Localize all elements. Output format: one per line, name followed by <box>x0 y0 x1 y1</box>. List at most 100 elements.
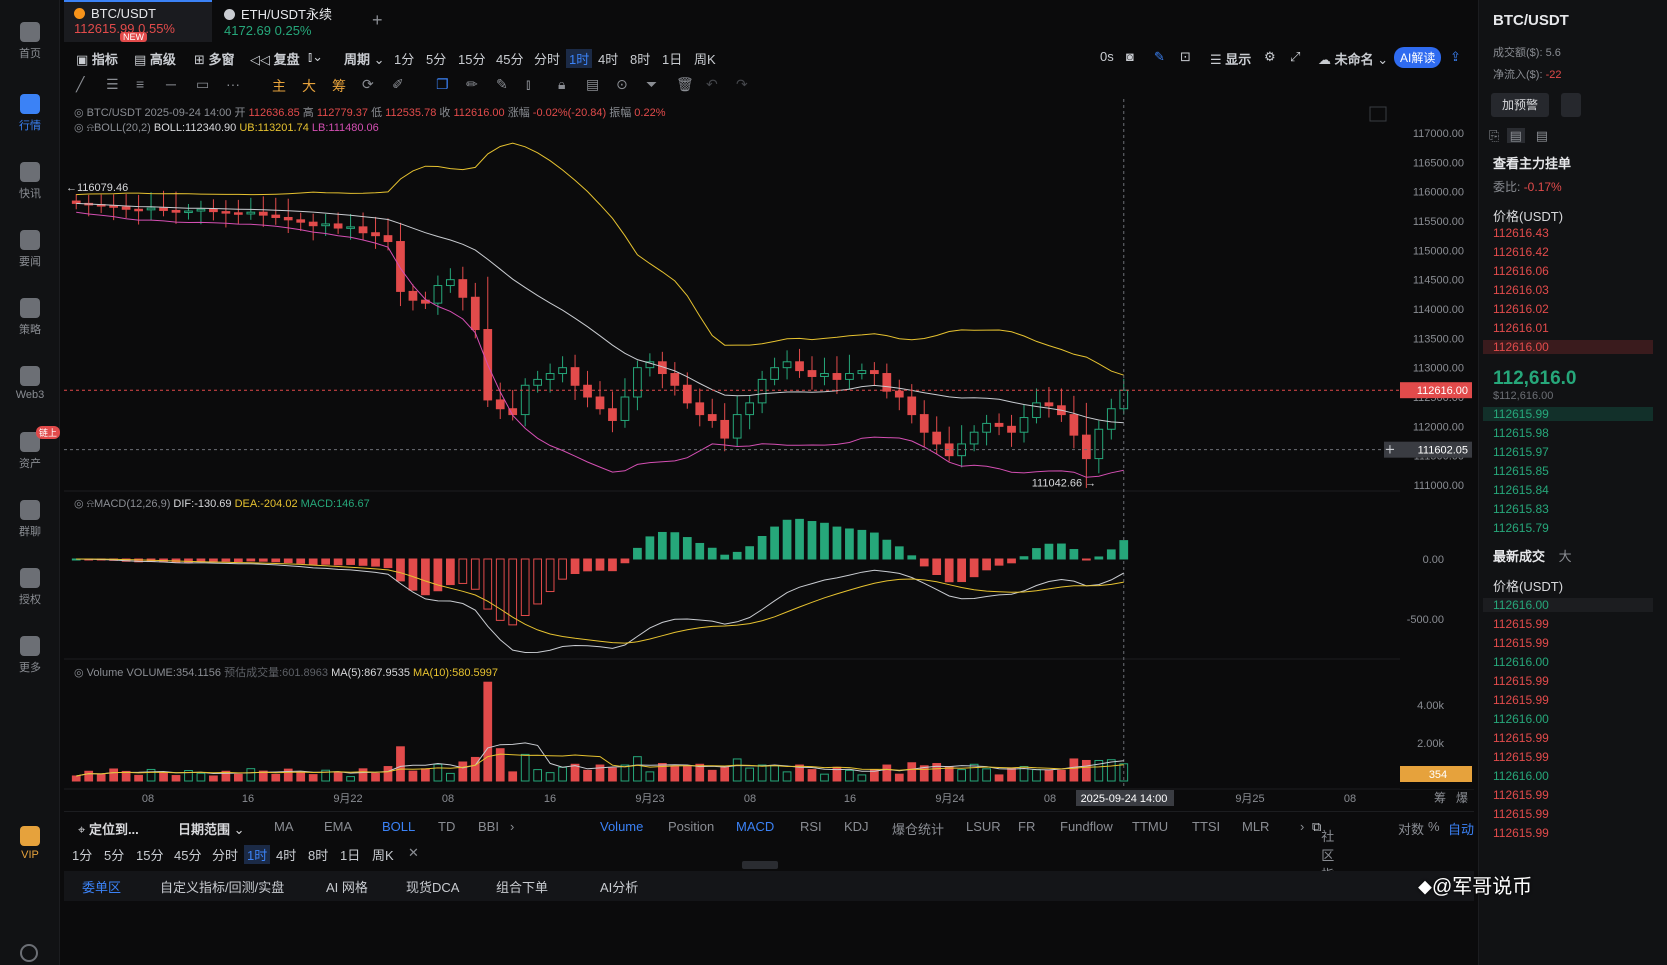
chart-canvas[interactable]: 117000.00 116500.00 116000.00 115500.00 1150… <box>64 99 1474 809</box>
ask-row[interactable]: 112616.42 <box>1493 245 1549 259</box>
bid-row[interactable]: 112615.79 <box>1493 521 1549 535</box>
percent-scale-button[interactable]: % <box>1428 819 1440 834</box>
bottom-interval-0[interactable]: 1分 <box>72 848 93 863</box>
bottom-interval-7[interactable]: 8时 <box>308 848 329 863</box>
bottom-interval-4[interactable]: 分时 <box>212 848 239 863</box>
auto-scale-button[interactable]: 自动 <box>1448 822 1475 837</box>
parallel-lines-icon[interactable]: ☰ <box>106 76 119 92</box>
bottom-interval-2[interactable]: 15分 <box>136 848 164 863</box>
nav-item-4[interactable]: 策略 <box>0 298 60 337</box>
interval-7[interactable]: 8时 <box>630 52 651 67</box>
sub-ind-9[interactable]: TTMU <box>1132 819 1169 834</box>
bid-row[interactable]: 112615.99 <box>1483 407 1653 421</box>
bottom-tab-4[interactable]: 组合下单 <box>496 880 549 895</box>
period-button[interactable]: 周期 ⌄ <box>344 52 385 67</box>
horizontal-line-icon[interactable]: ─ <box>166 76 176 92</box>
bid-row[interactable]: 112615.98 <box>1493 426 1549 440</box>
date-range-button[interactable]: 日期范围 ⌄ <box>178 822 245 837</box>
bid-row[interactable]: 112615.83 <box>1493 502 1549 516</box>
note-icon[interactable]: ▤ <box>586 76 600 92</box>
interval-9[interactable]: 周K <box>694 52 716 67</box>
trash-icon[interactable]: 🗑︎ <box>676 76 694 92</box>
pencil-icon[interactable]: ✎ <box>1154 49 1165 64</box>
sub-ind-7[interactable]: FR <box>1018 819 1036 834</box>
sub-ind-10[interactable]: TTSI <box>1192 819 1221 834</box>
interval-3[interactable]: 45分 <box>496 52 524 67</box>
add-alert-button[interactable]: 加预警 <box>1491 93 1549 117</box>
interval-8[interactable]: 1日 <box>662 52 683 67</box>
bid-row[interactable]: 112615.97 <box>1493 445 1549 459</box>
ask-row[interactable]: 112616.06 <box>1493 264 1549 278</box>
more-tools-icon[interactable]: ··· <box>226 76 240 92</box>
interval-0[interactable]: 1分 <box>394 52 415 67</box>
big-order-button[interactable]: 大 <box>302 78 316 94</box>
main-ind-td[interactable]: TD <box>438 819 456 834</box>
interval-5[interactable]: 1时 <box>566 49 593 68</box>
ask-row[interactable]: 112616.02 <box>1493 302 1549 316</box>
sub-indicator-more-icon[interactable]: › <box>1300 819 1305 834</box>
main-ind-ma[interactable]: MA <box>274 819 294 834</box>
nav-item-9[interactable]: 更多 <box>0 636 60 675</box>
community-indicator-button[interactable]: ⧉ 社区指标 <box>1312 819 1335 901</box>
sub-ind-0[interactable]: Volume <box>600 819 644 834</box>
candle-icon[interactable]: ⫾ <box>526 76 531 92</box>
bottom-interval-9[interactable]: 周K <box>372 848 394 863</box>
bottom-interval-6[interactable]: 4时 <box>276 848 297 863</box>
main-indicator-more-icon[interactable]: › <box>510 819 515 834</box>
bid-row[interactable]: 112615.84 <box>1493 483 1549 497</box>
filter-icon[interactable]: ⏷ <box>646 76 658 92</box>
eraser-icon[interactable]: ✎ <box>496 76 508 92</box>
bottom-interval-3[interactable]: 45分 <box>174 848 202 863</box>
collapse-handle[interactable] <box>742 861 778 869</box>
nav-item-7[interactable]: 群聊 <box>0 500 60 539</box>
main-ind-ema[interactable]: EMA <box>324 819 353 834</box>
share-icon[interactable]: ⇪ <box>1450 49 1461 64</box>
fullscreen-icon[interactable]: ⤢ <box>1290 49 1301 64</box>
replay-button[interactable]: ◁◁ 复盘 <box>250 52 300 67</box>
orderbook-view-icons[interactable]: ⎘ ▤ ▤ <box>1489 128 1549 143</box>
add-tab-icon[interactable]: + <box>372 10 383 30</box>
main-ind-boll[interactable]: BOLL <box>382 819 416 834</box>
channel-icon[interactable]: ≡ <box>136 76 145 92</box>
nav-item-5[interactable]: Web3 <box>0 366 60 401</box>
bottom-interval-5[interactable]: 1时 <box>244 845 271 864</box>
chip-button[interactable]: 筹 <box>332 78 346 94</box>
bottom-interval-8[interactable]: 1日 <box>340 848 361 863</box>
sub-ind-11[interactable]: MLR <box>1242 819 1270 834</box>
nav-item-0[interactable]: 首页 <box>0 22 60 61</box>
ask-row[interactable]: 112616.03 <box>1493 283 1549 297</box>
sub-ind-1[interactable]: Position <box>668 819 715 834</box>
sub-ind-2[interactable]: MACD <box>736 819 775 834</box>
main-force-button[interactable]: 主 <box>272 78 286 94</box>
rectangle-icon[interactable]: ▭ <box>196 76 210 92</box>
chart-area[interactable]: 117000.00 116500.00 116000.00 115500.00 1150… <box>64 99 1474 809</box>
nav-item-2[interactable]: 快讯 <box>0 162 60 201</box>
nav-item-6[interactable]: 资产 链上 <box>0 426 60 471</box>
sub-ind-8[interactable]: Fundflow <box>1060 819 1113 834</box>
ask-row[interactable]: 112616.43 <box>1493 226 1549 240</box>
cycle-icon[interactable]: ⟳ <box>362 76 374 92</box>
lock-icon[interactable]: 🔒︎ <box>558 76 566 92</box>
sub-ind-3[interactable]: RSI <box>800 819 822 834</box>
ask-row[interactable]: 112616.01 <box>1493 321 1549 335</box>
bottom-tab-3[interactable]: 现货DCA <box>406 880 460 895</box>
redo-icon[interactable]: ↷ <box>736 76 748 92</box>
nav-item-1[interactable]: 行情 <box>0 94 60 133</box>
nav-item-3[interactable]: 要闻 <box>0 230 60 269</box>
main-orders-title[interactable]: 查看主力挂单 <box>1493 156 1572 171</box>
magnet-icon[interactable]: ⊙ <box>616 76 628 92</box>
latest-trades-title[interactable]: 最新成交 大 <box>1493 549 1572 564</box>
nav-item-10[interactable]: VIP <box>0 826 60 861</box>
display-button[interactable]: ☰ 显示 <box>1210 52 1252 67</box>
layout-icon[interactable]: ⊡ <box>1180 49 1191 64</box>
tab-eth-usdt[interactable]: ETH/USDT永续 4172.69 0.25% <box>214 0 362 42</box>
sub-ind-5[interactable]: 爆仓统计 <box>892 822 945 837</box>
alert-side-button[interactable] <box>1561 93 1581 117</box>
nav-item-8[interactable]: 授权 <box>0 568 60 607</box>
log-scale-button[interactable]: 对数 <box>1398 822 1425 837</box>
bottom-interval-1[interactable]: 5分 <box>104 848 125 863</box>
interval-1[interactable]: 5分 <box>426 52 447 67</box>
undo-icon[interactable]: ↶ <box>706 76 718 92</box>
camera-icon[interactable]: ◙ <box>1126 49 1134 64</box>
copy-icon[interactable]: ❐ <box>436 76 449 92</box>
